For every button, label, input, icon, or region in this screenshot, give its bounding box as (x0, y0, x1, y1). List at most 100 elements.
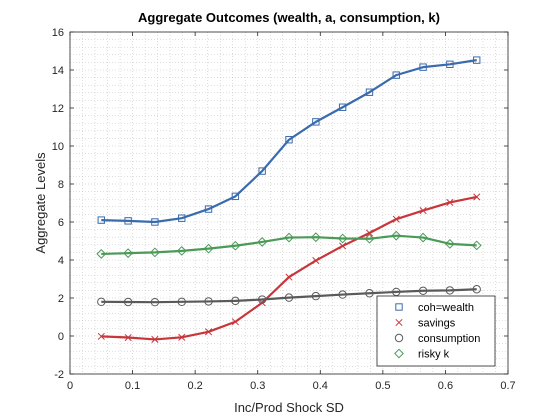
data-point-risky-k (150, 247, 160, 258)
data-point-savings (178, 333, 186, 341)
data-point-savings-b (446, 198, 454, 206)
data-point-risky-k (230, 240, 241, 251)
data-point-risky-k (337, 233, 348, 244)
x-tick-label: 0.4 (313, 380, 328, 392)
y-tick-label: 10 (52, 141, 64, 153)
y-tick-label: 6 (58, 217, 64, 229)
data-point-consumption (204, 297, 213, 306)
data-point-risky-k (123, 248, 134, 259)
y-tick-label: 16 (52, 27, 64, 39)
data-point-risky-k (444, 238, 455, 249)
data-point-coh-wealth (97, 216, 105, 224)
series-line-consumption (101, 288, 477, 304)
data-point-risky-k (203, 243, 214, 254)
legend-entry-savings: savings (418, 318, 456, 330)
data-point-coh-wealth (392, 71, 400, 79)
data-point-risky-k (176, 245, 187, 256)
x-axis: 0 0.1 0.2 0.3 0.4 0.5 0.6 0.7 (67, 32, 516, 392)
y-tick-label: 14 (52, 65, 64, 77)
data-point-coh-wealth (312, 118, 320, 126)
data-point-consumption (97, 297, 106, 306)
data-point-risky-k (471, 240, 482, 251)
data-point-savings-b (124, 333, 132, 342)
data-point-savings-b (151, 335, 159, 343)
data-point-savings (419, 207, 427, 215)
data-point-coh-wealth (285, 136, 293, 144)
y-tick-label: 2 (58, 293, 64, 305)
x-tick-label: 0.1 (125, 380, 140, 392)
data-point-savings (473, 193, 481, 201)
data-point-savings (285, 273, 293, 281)
data-point-consumption (150, 297, 160, 307)
data-point-consumption (231, 296, 240, 306)
x-axis-label: Inc/Prod Shock SD (234, 400, 344, 415)
data-point-savings (339, 242, 347, 250)
x-tick-label: 0.6 (438, 380, 453, 392)
legend-marker-savings-b (395, 318, 403, 327)
legend-marker-savings (395, 318, 403, 327)
data-point-coh-wealth (419, 63, 427, 71)
data-point-savings (312, 257, 320, 265)
x-tick-label: 0 (67, 380, 73, 392)
data-point-consumption (311, 291, 321, 301)
data-point-consumption (445, 286, 455, 295)
data-point-coh-wealth (365, 88, 374, 96)
data-point-coh-wealth (231, 192, 240, 201)
x-tick-label: 0.7 (500, 380, 515, 392)
plot-area (69, 31, 509, 375)
data-point-consumption (123, 297, 133, 307)
data-point-consumption (177, 297, 186, 306)
data-point-risky-k (364, 233, 375, 244)
y-tick-label: 0 (58, 331, 64, 343)
data-point-consumption (418, 286, 428, 295)
legend-entry-risky-k: risky k (418, 349, 450, 361)
data-point-savings (231, 318, 239, 326)
data-point-coh-wealth (178, 214, 186, 222)
data-point-savings-b (339, 242, 347, 250)
x-tick-label: 0.5 (375, 380, 390, 392)
series-coh-wealth (97, 56, 481, 226)
series-line-risky-k (101, 234, 477, 256)
y-axis: -2 0 2 4 6 8 10 12 14 16 (52, 27, 508, 381)
data-point-savings (365, 229, 374, 237)
legend-marker-consumption (394, 333, 404, 343)
y-tick-label: 8 (58, 179, 64, 191)
series-risky-k (96, 230, 482, 259)
data-point-risky-k (391, 230, 402, 241)
data-point-savings-b (473, 193, 481, 201)
legend: coh=wealth savings consumption risky k (376, 295, 496, 367)
data-point-savings-b (365, 229, 374, 237)
data-point-savings (204, 328, 213, 336)
data-point-savings-b (97, 332, 105, 340)
data-point-coh-wealth (446, 60, 454, 68)
data-point-coh-wealth (258, 167, 266, 175)
data-point-savings (392, 215, 400, 223)
legend-entry-coh-wealth: coh=wealth (418, 302, 474, 314)
data-point-risky-k (284, 232, 294, 243)
data-point-savings-b (392, 215, 400, 223)
data-point-savings (124, 333, 132, 342)
y-tick-label: 4 (58, 255, 64, 267)
legend-marker-coh-wealth (395, 303, 403, 311)
legend-entry-consumption: consumption (418, 333, 480, 345)
data-point-savings-b (204, 328, 213, 336)
data-point-consumption (472, 285, 481, 294)
legend-marker-risky-k (394, 348, 404, 359)
data-point-coh-wealth (338, 103, 347, 111)
x-tick-label: 0.3 (250, 380, 265, 392)
data-point-savings-b (419, 207, 427, 215)
x-tick-label: 0.2 (187, 380, 202, 392)
data-point-consumption (284, 293, 294, 302)
data-point-savings (97, 332, 105, 340)
data-point-savings-b (178, 333, 186, 341)
data-point-risky-k (96, 249, 107, 259)
data-point-coh-wealth (151, 218, 159, 226)
data-point-coh-wealth (124, 217, 132, 225)
data-point-savings (446, 198, 454, 206)
data-point-consumption (257, 295, 267, 304)
series-line-coh-wealth (101, 59, 477, 224)
data-point-savings-b (285, 273, 293, 281)
data-point-consumption (365, 289, 374, 298)
data-point-savings-b (312, 257, 320, 265)
